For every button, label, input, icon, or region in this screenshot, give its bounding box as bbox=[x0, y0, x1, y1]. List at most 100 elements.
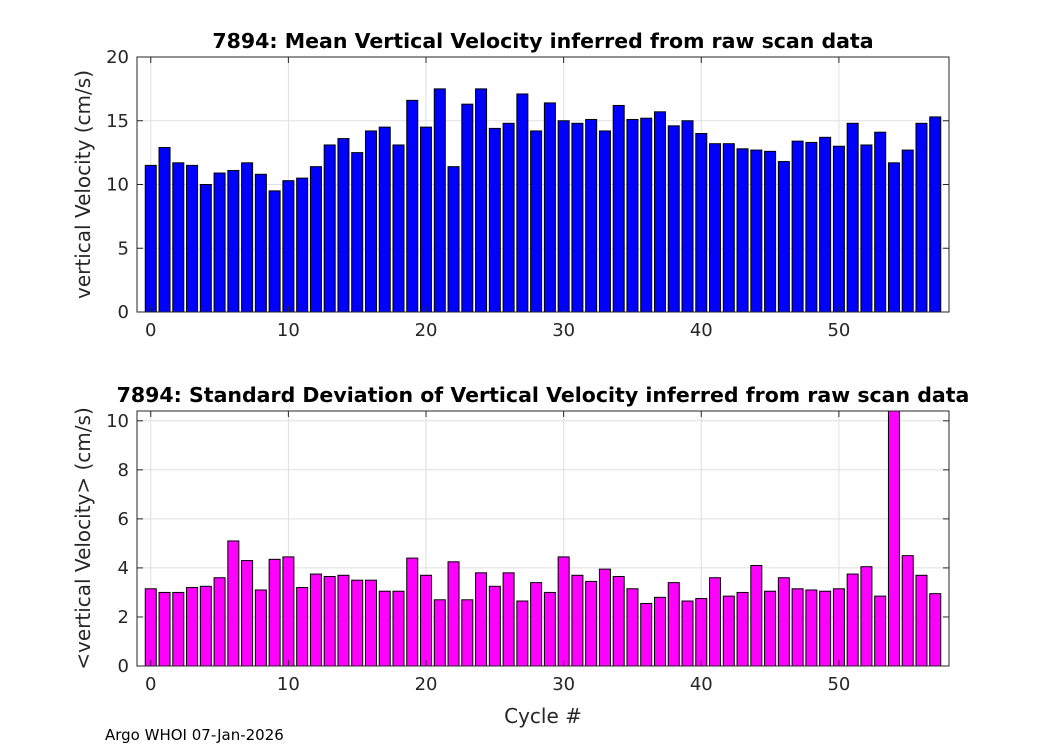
bar-cycle-26 bbox=[502, 122, 515, 313]
bar-cycle-56 bbox=[915, 574, 928, 667]
bar-cycle-43 bbox=[736, 148, 749, 313]
y-tick-label: 0 bbox=[118, 656, 129, 677]
bar-cycle-27 bbox=[516, 600, 529, 667]
bar-cycle-52 bbox=[860, 566, 873, 667]
bar-cycle-7 bbox=[241, 560, 254, 667]
bar-cycle-18 bbox=[392, 590, 405, 667]
bar-cycle-6 bbox=[227, 540, 240, 667]
bar-cycle-17 bbox=[378, 126, 391, 313]
bar-cycle-8 bbox=[254, 589, 267, 667]
bar-cycle-19 bbox=[406, 99, 419, 313]
bar-cycle-0 bbox=[144, 588, 157, 667]
bar-cycle-8 bbox=[254, 173, 267, 313]
x-tick-label: 10 bbox=[277, 320, 300, 341]
chart-title: 7894: Standard Deviation of Vertical Vel… bbox=[117, 383, 970, 407]
bar-cycle-54 bbox=[887, 162, 900, 313]
bar-cycle-32 bbox=[585, 580, 598, 667]
bar-cycle-42 bbox=[722, 595, 735, 667]
x-tick-label: 0 bbox=[145, 674, 156, 695]
bar-cycle-13 bbox=[323, 576, 336, 667]
chart-title: 7894: Mean Vertical Velocity inferred fr… bbox=[212, 29, 873, 53]
y-tick-label: 6 bbox=[118, 509, 129, 530]
bar-cycle-17 bbox=[378, 590, 391, 667]
bar-cycle-43 bbox=[736, 591, 749, 667]
bar-cycle-31 bbox=[571, 122, 584, 313]
x-axis-label: Cycle # bbox=[504, 704, 582, 728]
std-velocity-chart: 0 10 20 30 40 50 0 2 4 6 8 10 7894: Standard Deviati… bbox=[71, 383, 969, 728]
bar-cycle-49 bbox=[819, 136, 832, 313]
y-tick-label: 8 bbox=[118, 460, 129, 481]
bar-cycle-22 bbox=[447, 561, 460, 667]
bar-cycle-35 bbox=[626, 588, 639, 667]
x-tick-label: 40 bbox=[690, 674, 713, 695]
bar-cycle-44 bbox=[750, 564, 763, 667]
y-tick-label: 5 bbox=[118, 238, 129, 259]
bar-cycle-49 bbox=[819, 590, 832, 667]
bar-cycle-4 bbox=[199, 585, 212, 667]
bar-cycle-26 bbox=[502, 572, 515, 667]
y-tick-label: 10 bbox=[106, 411, 129, 432]
bar-cycle-6 bbox=[227, 169, 240, 313]
bar-cycle-15 bbox=[351, 152, 364, 313]
bar-cycle-50 bbox=[832, 588, 845, 667]
bar-cycle-36 bbox=[640, 602, 653, 667]
bar-cycle-11 bbox=[296, 177, 309, 313]
bar-cycle-51 bbox=[846, 122, 859, 313]
bar-cycle-24 bbox=[475, 88, 488, 313]
bar-cycle-5 bbox=[213, 577, 226, 667]
bar-cycle-31 bbox=[571, 574, 584, 667]
x-tick-label: 30 bbox=[552, 674, 575, 695]
bar-cycle-52 bbox=[860, 144, 873, 313]
bar-cycle-50 bbox=[832, 145, 845, 313]
bar-cycle-40 bbox=[695, 133, 708, 313]
bar-cycle-45 bbox=[764, 590, 777, 667]
bar-cycle-39 bbox=[681, 120, 694, 313]
y-tick-label: 2 bbox=[118, 607, 129, 628]
bar-cycle-16 bbox=[364, 579, 377, 667]
bar-cycle-36 bbox=[640, 117, 653, 313]
bar-cycle-14 bbox=[337, 138, 350, 313]
bar-cycle-7 bbox=[241, 162, 254, 313]
x-tick-label: 40 bbox=[690, 320, 713, 341]
bar-cycle-9 bbox=[268, 190, 281, 313]
bar-cycle-27 bbox=[516, 93, 529, 313]
bar-cycle-25 bbox=[488, 127, 501, 313]
bar-cycle-53 bbox=[874, 595, 887, 667]
bar-cycle-11 bbox=[296, 587, 309, 667]
bar-cycle-42 bbox=[722, 143, 735, 313]
bar-cycle-34 bbox=[612, 576, 625, 667]
bar-cycle-41 bbox=[709, 143, 722, 313]
bar-cycle-32 bbox=[585, 118, 598, 313]
bar-cycle-0 bbox=[144, 164, 157, 313]
bar-cycle-28 bbox=[530, 582, 543, 667]
bar-cycle-46 bbox=[777, 161, 790, 313]
bar-cycle-54 bbox=[887, 410, 900, 667]
bar-cycle-39 bbox=[681, 600, 694, 667]
bar-cycle-29 bbox=[543, 102, 556, 313]
bar-cycle-10 bbox=[282, 180, 295, 313]
bar-cycle-47 bbox=[791, 140, 804, 313]
x-tick-label: 0 bbox=[145, 320, 156, 341]
bar-cycle-35 bbox=[626, 118, 639, 313]
bar-cycle-3 bbox=[186, 587, 199, 667]
bar-cycle-28 bbox=[530, 130, 543, 313]
bar-cycle-30 bbox=[557, 556, 570, 667]
bar-cycle-48 bbox=[805, 141, 818, 313]
bar-cycle-38 bbox=[667, 125, 680, 313]
bar-cycle-53 bbox=[874, 131, 887, 313]
bar-cycle-1 bbox=[158, 147, 171, 313]
bar-cycle-40 bbox=[695, 598, 708, 667]
mean-velocity-chart: 0 10 20 30 40 50 0 5 10 15 20 7894: Mean Vertical V… bbox=[71, 29, 950, 341]
bar-cycle-29 bbox=[543, 591, 556, 667]
bar-cycle-18 bbox=[392, 144, 405, 313]
bar-cycle-19 bbox=[406, 557, 419, 667]
bar-cycle-15 bbox=[351, 579, 364, 667]
axes-box bbox=[136, 410, 950, 667]
bar-cycle-10 bbox=[282, 556, 295, 667]
bar-cycle-16 bbox=[364, 130, 377, 313]
bar-cycle-46 bbox=[777, 577, 790, 667]
bar-cycle-57 bbox=[929, 593, 942, 667]
bar-cycle-12 bbox=[309, 166, 322, 313]
bar-cycle-51 bbox=[846, 573, 859, 667]
